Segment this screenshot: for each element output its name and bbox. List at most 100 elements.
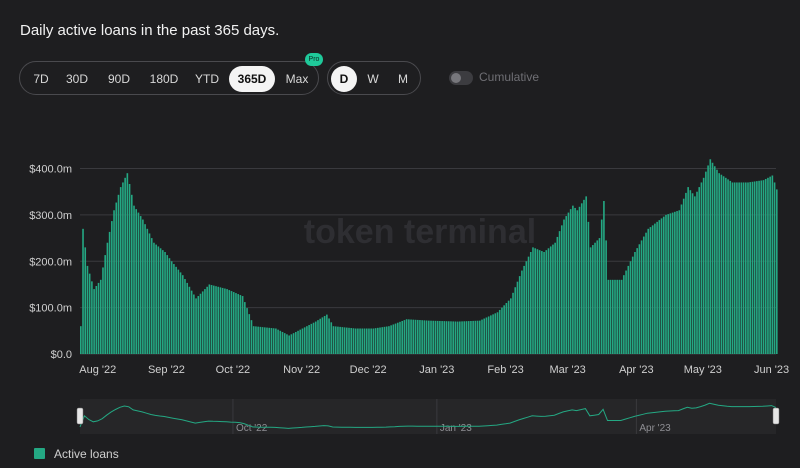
bar[interactable] xyxy=(434,320,437,354)
bar[interactable] xyxy=(456,321,459,354)
navigator-handle-left[interactable] xyxy=(76,407,84,425)
bar[interactable] xyxy=(682,198,685,354)
bar[interactable] xyxy=(605,240,607,354)
bar[interactable] xyxy=(419,320,421,354)
bar[interactable] xyxy=(379,327,381,354)
bar[interactable] xyxy=(554,242,556,354)
bar[interactable] xyxy=(720,174,723,354)
bar[interactable] xyxy=(731,182,734,354)
bar[interactable] xyxy=(718,173,720,354)
bar[interactable] xyxy=(756,181,758,354)
bar[interactable] xyxy=(560,225,563,354)
bar[interactable] xyxy=(638,244,641,354)
bar[interactable] xyxy=(532,247,534,354)
bar[interactable] xyxy=(292,333,295,354)
bar[interactable] xyxy=(241,296,244,354)
bar[interactable] xyxy=(483,318,486,354)
bar[interactable] xyxy=(86,265,89,354)
bar[interactable] xyxy=(201,291,204,354)
bar[interactable] xyxy=(111,221,113,354)
bar[interactable] xyxy=(341,327,344,354)
bar[interactable] xyxy=(361,328,364,355)
bar[interactable] xyxy=(738,182,740,354)
bar[interactable] xyxy=(306,326,308,354)
bar[interactable] xyxy=(166,255,169,354)
bar[interactable] xyxy=(696,191,698,354)
bar[interactable] xyxy=(88,273,91,354)
bar[interactable] xyxy=(616,279,619,354)
bar[interactable] xyxy=(507,300,510,354)
bar[interactable] xyxy=(425,320,428,354)
bar[interactable] xyxy=(181,275,184,354)
bar[interactable] xyxy=(523,265,525,354)
bar[interactable] xyxy=(572,205,574,354)
bar[interactable] xyxy=(399,321,401,354)
bar[interactable] xyxy=(687,187,689,354)
bar[interactable] xyxy=(678,210,681,354)
bar[interactable] xyxy=(272,328,275,354)
bar[interactable] xyxy=(230,291,233,354)
bar[interactable] xyxy=(636,248,638,354)
bar[interactable] xyxy=(135,209,138,354)
bar[interactable] xyxy=(651,225,654,354)
bar[interactable] xyxy=(204,289,206,354)
bar[interactable] xyxy=(563,219,565,354)
bar[interactable] xyxy=(536,249,539,354)
bar[interactable] xyxy=(620,279,623,354)
bar[interactable] xyxy=(656,221,658,354)
bar[interactable] xyxy=(290,334,293,354)
bar[interactable] xyxy=(266,327,268,354)
bar[interactable] xyxy=(707,165,709,354)
bar[interactable] xyxy=(117,194,120,354)
bar[interactable] xyxy=(217,286,220,354)
bar[interactable] xyxy=(412,319,415,354)
bar[interactable] xyxy=(747,182,749,354)
bar[interactable] xyxy=(472,320,474,354)
bar[interactable] xyxy=(556,236,559,354)
bar[interactable] xyxy=(385,326,388,354)
bar[interactable] xyxy=(281,331,284,354)
bar[interactable] xyxy=(583,199,585,354)
bar[interactable] xyxy=(330,322,333,354)
bar[interactable] xyxy=(481,319,483,354)
bar[interactable] xyxy=(82,228,84,354)
bar[interactable] xyxy=(195,298,197,354)
bar[interactable] xyxy=(80,326,82,354)
bar[interactable] xyxy=(310,323,313,354)
bar[interactable] xyxy=(627,265,630,354)
bar[interactable] xyxy=(226,289,228,354)
bar[interactable] xyxy=(587,221,590,354)
bar[interactable] xyxy=(133,205,135,354)
bar[interactable] xyxy=(516,281,519,354)
bar[interactable] xyxy=(647,228,650,354)
bar[interactable] xyxy=(405,319,408,354)
bar[interactable] xyxy=(144,224,146,354)
bar[interactable] xyxy=(93,289,95,354)
bar[interactable] xyxy=(625,270,627,354)
bar[interactable] xyxy=(474,320,477,354)
bar[interactable] xyxy=(487,316,490,354)
bar[interactable] xyxy=(106,242,109,354)
bar[interactable] xyxy=(443,321,446,354)
bar[interactable] xyxy=(319,318,321,354)
bar[interactable] xyxy=(725,177,727,354)
bar[interactable] xyxy=(130,194,133,354)
bar[interactable] xyxy=(585,196,587,354)
bar[interactable] xyxy=(494,313,497,354)
bar[interactable] xyxy=(348,327,350,354)
bar[interactable] xyxy=(308,325,310,354)
bar[interactable] xyxy=(224,288,226,354)
bar[interactable] xyxy=(698,187,701,354)
bar[interactable] xyxy=(603,201,605,354)
bar[interactable] xyxy=(352,328,355,354)
bar[interactable] xyxy=(450,321,452,354)
bar[interactable] xyxy=(354,328,357,355)
bar[interactable] xyxy=(148,233,151,354)
bar[interactable] xyxy=(592,245,594,354)
bar[interactable] xyxy=(317,320,319,354)
bar[interactable] xyxy=(558,231,561,354)
bar[interactable] xyxy=(609,279,612,354)
bar[interactable] xyxy=(713,166,716,354)
bar[interactable] xyxy=(439,320,441,354)
bar[interactable] xyxy=(742,182,745,354)
